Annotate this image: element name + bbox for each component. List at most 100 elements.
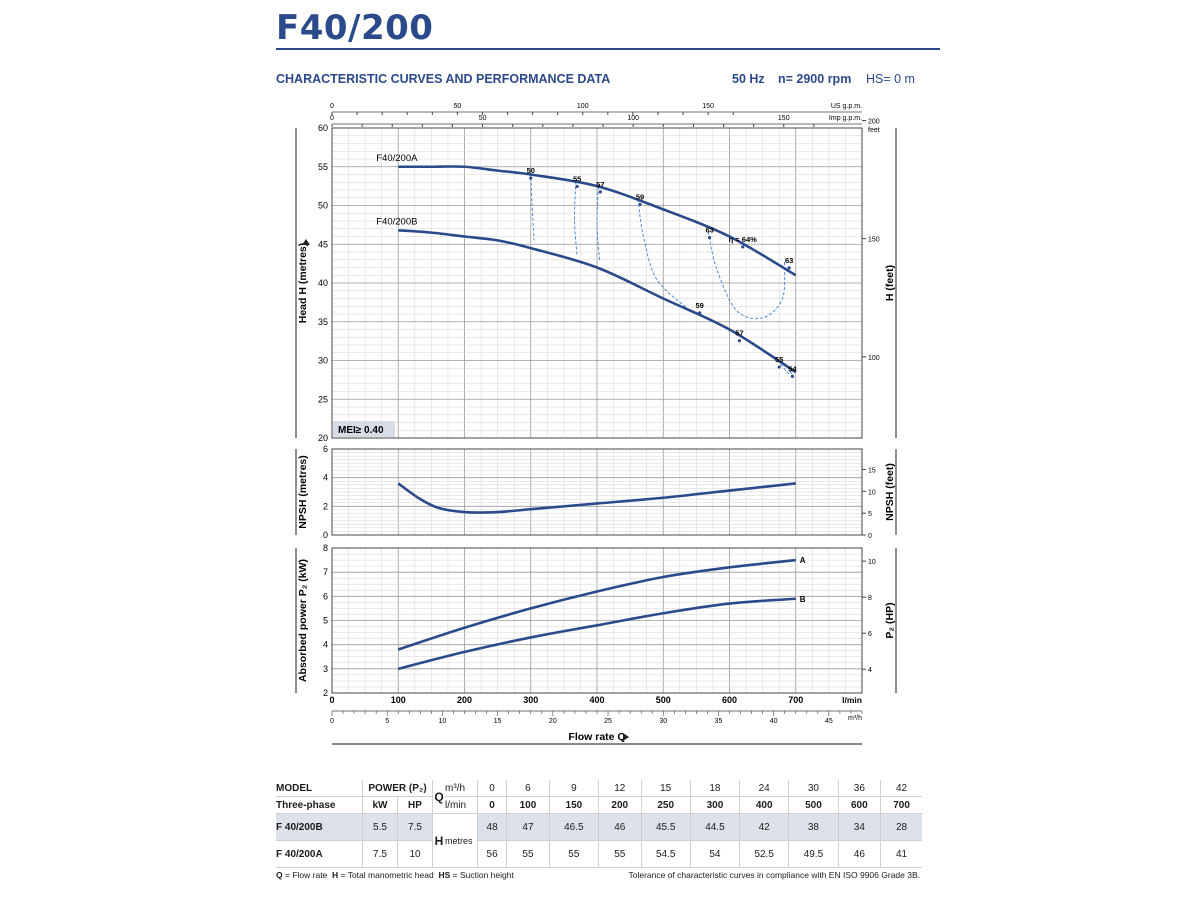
efficiency-point — [638, 202, 642, 206]
efficiency-point — [529, 176, 533, 180]
impgpm-tick-label: 50 — [479, 115, 487, 122]
m3h-tick-label: 35 — [715, 718, 723, 725]
head-cell: 34 — [837, 813, 881, 841]
m3h-cell: 18 — [689, 780, 740, 797]
npsh-ytick-label: 4 — [323, 473, 328, 483]
efficiency-label: 63 — [785, 256, 793, 265]
lmin-tick-label: 400 — [589, 695, 604, 705]
efficiency-label: 63 — [705, 226, 713, 235]
lmin-tick-label: 600 — [722, 695, 737, 705]
head-cell: 28 — [880, 813, 922, 841]
m3h-tick-label: 10 — [439, 718, 447, 725]
efficiency-label: 59 — [636, 192, 644, 201]
impgpm-tick-label: 0 — [330, 115, 334, 122]
head-ytick-right-label: 100 — [868, 355, 880, 362]
power-curve-A — [397, 558, 796, 651]
npsh-ytick-label: 0 — [323, 530, 328, 540]
model-a-hp: 10 — [397, 840, 433, 868]
lmin-tick-label: 100 — [391, 695, 406, 705]
lmin-cell: 600 — [837, 796, 881, 814]
m3h-cell: 0 — [476, 780, 507, 797]
lmin-tick-label: 200 — [457, 695, 472, 705]
efficiency-label: 57 — [735, 329, 743, 338]
efficiency-point — [790, 374, 795, 378]
efficiency-point — [787, 266, 791, 270]
m3h-cell: 42 — [880, 780, 922, 797]
head-ytick-label: 35 — [318, 317, 328, 327]
power-ytick-right-label: 6 — [868, 631, 872, 638]
m3h-cell: 30 — [788, 780, 839, 797]
head-curve-label: F40/200A — [376, 153, 418, 164]
head-cell: 45.5 — [640, 813, 691, 841]
impgpm-tick-label: 150 — [778, 115, 790, 122]
m3h-cell: 24 — [739, 780, 789, 797]
npsh-curve — [397, 482, 796, 514]
mei-box — [333, 421, 395, 437]
efficiency-label: 55 — [775, 355, 783, 364]
usgpm-unit: US g.p.m. — [831, 103, 862, 110]
efficiency-isoline — [707, 231, 786, 320]
efficiency-label: 54 — [788, 364, 797, 373]
head-ytick-right-label: 150 — [868, 237, 880, 244]
title-rule — [276, 48, 940, 50]
head-cell: 55 — [548, 840, 599, 868]
head-curve-F40/200B — [398, 229, 797, 374]
lmin-cell: 500 — [788, 796, 839, 814]
efficiency-label: 59 — [696, 301, 704, 310]
usgpm-tick-label: 50 — [453, 103, 461, 110]
impgpm-tick-label: 100 — [627, 115, 639, 122]
model-b-hp: 7.5 — [397, 813, 433, 841]
efficiency-point — [741, 245, 745, 249]
lmin-tick-label: 0 — [329, 695, 334, 705]
head-ylabel-right: H (feet) — [884, 265, 896, 301]
npsh-ytick-right-label: 5 — [868, 511, 872, 518]
npsh-frame — [331, 448, 863, 536]
m3h-tick-label: 40 — [770, 718, 778, 725]
lmin-cell: 300 — [689, 796, 740, 814]
suction-height-label: HS= 0 m — [866, 72, 915, 86]
page-title: F40/200 — [276, 8, 434, 48]
power-ytick-right-label: 10 — [868, 559, 876, 566]
head-ytick-label: 40 — [318, 278, 328, 288]
footer-legend: Q = Flow rate H = Total manometric head … — [276, 870, 514, 880]
head-ytick-label: 60 — [318, 123, 328, 133]
h-unit: metres — [445, 813, 478, 868]
head-ytick-label: 45 — [318, 239, 328, 249]
mei-label: MEI≥ 0.40 — [338, 425, 384, 436]
lmin-cell: 100 — [506, 796, 550, 814]
head-cell: 55 — [597, 840, 642, 868]
usgpm-tick-label: 0 — [330, 103, 334, 110]
head-frame — [331, 127, 863, 439]
power-ytick-right-label: 8 — [868, 595, 872, 602]
phase-header: Three-phase — [276, 796, 363, 814]
head-ytick-label: 50 — [318, 201, 328, 211]
head-curve-F40/200A — [398, 165, 797, 277]
model-a: F 40/200A — [276, 840, 363, 868]
power-ylabel: Absorbed power P₂ (kW) — [297, 559, 309, 682]
lmin-tick-label: 300 — [523, 695, 538, 705]
m3h-tick-label: 15 — [494, 718, 502, 725]
power-ytick-label: 4 — [323, 640, 328, 650]
efficiency-point — [698, 311, 702, 315]
efficiency-point — [737, 339, 742, 343]
head-cell: 46.5 — [548, 813, 599, 841]
m3h-tick-label: 0 — [330, 718, 334, 725]
head-cell: 54 — [689, 840, 740, 868]
model-header: MODEL — [276, 780, 363, 797]
head-axis-arrow — [302, 239, 310, 245]
efficiency-isoline — [596, 186, 601, 262]
m3h-tick-label: 20 — [549, 718, 557, 725]
model-b: F 40/200B — [276, 813, 363, 841]
efficiency-isoline — [637, 199, 687, 309]
lmin-cell: 250 — [640, 796, 691, 814]
power-ytick-right-label: 4 — [868, 667, 872, 674]
efficiency-isoline — [574, 181, 578, 256]
head-cell: 54.5 — [640, 840, 691, 868]
head-cell: 55 — [506, 840, 550, 868]
lmin-tick-label: 500 — [656, 695, 671, 705]
performance-table: MODEL POWER (P₂) Q m³/h 0 6 9 12 15 18 2… — [276, 780, 922, 868]
lmin-unit: l/min — [445, 796, 478, 814]
head-ytick-right-label: 200 — [868, 119, 880, 126]
power-curve-B — [397, 597, 796, 671]
